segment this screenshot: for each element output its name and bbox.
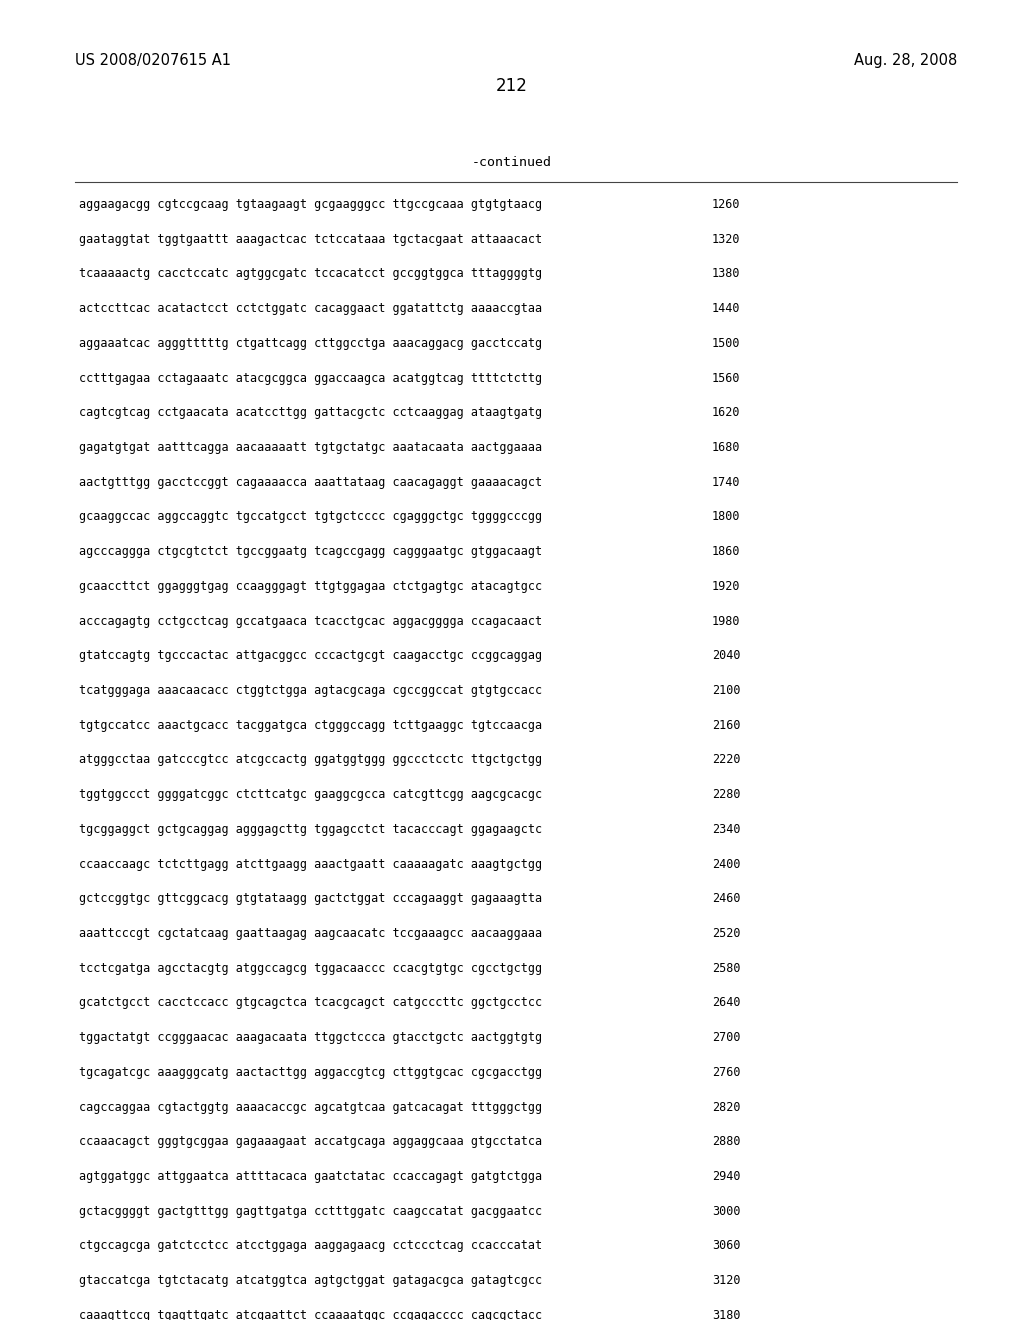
Text: 2160: 2160 [712,718,740,731]
Text: 2640: 2640 [712,997,740,1010]
Text: tgtgccatcc aaactgcacc tacggatgca ctgggccagg tcttgaaggc tgtccaacga: tgtgccatcc aaactgcacc tacggatgca ctgggcc… [79,718,542,731]
Text: 2940: 2940 [712,1170,740,1183]
Text: 1800: 1800 [712,511,740,524]
Text: gcaaggccac aggccaggtc tgccatgcct tgtgctcccc cgagggctgc tggggcccgg: gcaaggccac aggccaggtc tgccatgcct tgtgctc… [79,511,542,524]
Text: US 2008/0207615 A1: US 2008/0207615 A1 [75,53,230,67]
Text: aggaaatcac agggtttttg ctgattcagg cttggcctga aaacaggacg gacctccatg: aggaaatcac agggtttttg ctgattcagg cttggcc… [79,337,542,350]
Text: tcaaaaactg cacctccatc agtggcgatc tccacatcct gccggtggca tttaggggtg: tcaaaaactg cacctccatc agtggcgatc tccacat… [79,268,542,280]
Text: 2700: 2700 [712,1031,740,1044]
Text: 1560: 1560 [712,372,740,384]
Text: 1920: 1920 [712,579,740,593]
Text: 1860: 1860 [712,545,740,558]
Text: 1620: 1620 [712,407,740,420]
Text: aggaagacgg cgtccgcaag tgtaagaagt gcgaagggcc ttgccgcaaa gtgtgtaacg: aggaagacgg cgtccgcaag tgtaagaagt gcgaagg… [79,198,542,211]
Text: tggactatgt ccgggaacac aaagacaata ttggctccca gtacctgctc aactggtgtg: tggactatgt ccgggaacac aaagacaata ttggctc… [79,1031,542,1044]
Text: 2280: 2280 [712,788,740,801]
Text: gaataggtat tggtgaattt aaagactcac tctccataaa tgctacgaat attaaacact: gaataggtat tggtgaattt aaagactcac tctccat… [79,232,542,246]
Text: tgcggaggct gctgcaggag agggagcttg tggagcctct tacacccagt ggagaagctc: tgcggaggct gctgcaggag agggagcttg tggagcc… [79,822,542,836]
Text: 3120: 3120 [712,1274,740,1287]
Text: 1320: 1320 [712,232,740,246]
Text: caaagttccg tgagttgatc atcgaattct ccaaaatggc ccgagacccc cagcgctacc: caaagttccg tgagttgatc atcgaattct ccaaaat… [79,1309,542,1320]
Text: 1440: 1440 [712,302,740,315]
Text: -continued: -continued [472,156,552,169]
Text: tcatgggaga aaacaacacc ctggtctgga agtacgcaga cgccggccat gtgtgccacc: tcatgggaga aaacaacacc ctggtctgga agtacgc… [79,684,542,697]
Text: 2460: 2460 [712,892,740,906]
Text: 2580: 2580 [712,962,740,974]
Text: 2340: 2340 [712,822,740,836]
Text: 1260: 1260 [712,198,740,211]
Text: 3000: 3000 [712,1205,740,1218]
Text: gtatccagtg tgcccactac attgacggcc cccactgcgt caagacctgc ccggcaggag: gtatccagtg tgcccactac attgacggcc cccactg… [79,649,542,663]
Text: actccttcac acatactcct cctctggatc cacaggaact ggatattctg aaaaccgtaa: actccttcac acatactcct cctctggatc cacagga… [79,302,542,315]
Text: 2820: 2820 [712,1101,740,1114]
Text: 2100: 2100 [712,684,740,697]
Text: 2520: 2520 [712,927,740,940]
Text: 1680: 1680 [712,441,740,454]
Text: agcccaggga ctgcgtctct tgccggaatg tcagccgagg cagggaatgc gtggacaagt: agcccaggga ctgcgtctct tgccggaatg tcagccg… [79,545,542,558]
Text: 1740: 1740 [712,475,740,488]
Text: tggtggccct ggggatcggc ctcttcatgc gaaggcgcca catcgttcgg aagcgcacgc: tggtggccct ggggatcggc ctcttcatgc gaaggcg… [79,788,542,801]
Text: acccagagtg cctgcctcag gccatgaaca tcacctgcac aggacgggga ccagacaact: acccagagtg cctgcctcag gccatgaaca tcacctg… [79,615,542,627]
Text: cagccaggaa cgtactggtg aaaacaccgc agcatgtcaa gatcacagat tttgggctgg: cagccaggaa cgtactggtg aaaacaccgc agcatgt… [79,1101,542,1114]
Text: gtaccatcga tgtctacatg atcatggtca agtgctggat gatagacgca gatagtcgcc: gtaccatcga tgtctacatg atcatggtca agtgctg… [79,1274,542,1287]
Text: 2220: 2220 [712,754,740,767]
Text: ccaaacagct gggtgcggaa gagaaagaat accatgcaga aggaggcaaa gtgcctatca: ccaaacagct gggtgcggaa gagaaagaat accatgc… [79,1135,542,1148]
Text: 3180: 3180 [712,1309,740,1320]
Text: gagatgtgat aatttcagga aacaaaaatt tgtgctatgc aaatacaata aactggaaaa: gagatgtgat aatttcagga aacaaaaatt tgtgcta… [79,441,542,454]
Text: 2400: 2400 [712,858,740,871]
Text: 1380: 1380 [712,268,740,280]
Text: ccaaccaagc tctcttgagg atcttgaagg aaactgaatt caaaaagatc aaagtgctgg: ccaaccaagc tctcttgagg atcttgaagg aaactga… [79,858,542,871]
Text: 2760: 2760 [712,1067,740,1078]
Text: gcatctgcct cacctccacc gtgcagctca tcacgcagct catgcccttc ggctgcctcc: gcatctgcct cacctccacc gtgcagctca tcacgca… [79,997,542,1010]
Text: Aug. 28, 2008: Aug. 28, 2008 [854,53,957,67]
Text: atgggcctaa gatcccgtcc atcgccactg ggatggtggg ggccctcctc ttgctgctgg: atgggcctaa gatcccgtcc atcgccactg ggatggt… [79,754,542,767]
Text: aaattcccgt cgctatcaag gaattaagag aagcaacatc tccgaaagcc aacaaggaaa: aaattcccgt cgctatcaag gaattaagag aagcaac… [79,927,542,940]
Text: gcaaccttct ggagggtgag ccaagggagt ttgtggagaa ctctgagtgc atacagtgcc: gcaaccttct ggagggtgag ccaagggagt ttgtgga… [79,579,542,593]
Text: ctgccagcga gatctcctcc atcctggaga aaggagaacg cctccctcag ccacccatat: ctgccagcga gatctcctcc atcctggaga aaggaga… [79,1239,542,1253]
Text: tcctcgatga agcctacgtg atggccagcg tggacaaccc ccacgtgtgc cgcctgctgg: tcctcgatga agcctacgtg atggccagcg tggacaa… [79,962,542,974]
Text: 212: 212 [496,77,528,95]
Text: cctttgagaa cctagaaatc atacgcggca ggaccaagca acatggtcag ttttctcttg: cctttgagaa cctagaaatc atacgcggca ggaccaa… [79,372,542,384]
Text: 2040: 2040 [712,649,740,663]
Text: agtggatggc attggaatca attttacaca gaatctatac ccaccagagt gatgtctgga: agtggatggc attggaatca attttacaca gaatcta… [79,1170,542,1183]
Text: gctacggggt gactgtttgg gagttgatga cctttggatc caagccatat gacggaatcc: gctacggggt gactgtttgg gagttgatga cctttgg… [79,1205,542,1218]
Text: 2880: 2880 [712,1135,740,1148]
Text: 1500: 1500 [712,337,740,350]
Text: 1980: 1980 [712,615,740,627]
Text: gctccggtgc gttcggcacg gtgtataagg gactctggat cccagaaggt gagaaagtta: gctccggtgc gttcggcacg gtgtataagg gactctg… [79,892,542,906]
Text: 3060: 3060 [712,1239,740,1253]
Text: cagtcgtcag cctgaacata acatccttgg gattacgctc cctcaaggag ataagtgatg: cagtcgtcag cctgaacata acatccttgg gattacg… [79,407,542,420]
Text: tgcagatcgc aaagggcatg aactacttgg aggaccgtcg cttggtgcac cgcgacctgg: tgcagatcgc aaagggcatg aactacttgg aggaccg… [79,1067,542,1078]
Text: aactgtttgg gacctccggt cagaaaacca aaattataag caacagaggt gaaaacagct: aactgtttgg gacctccggt cagaaaacca aaattat… [79,475,542,488]
